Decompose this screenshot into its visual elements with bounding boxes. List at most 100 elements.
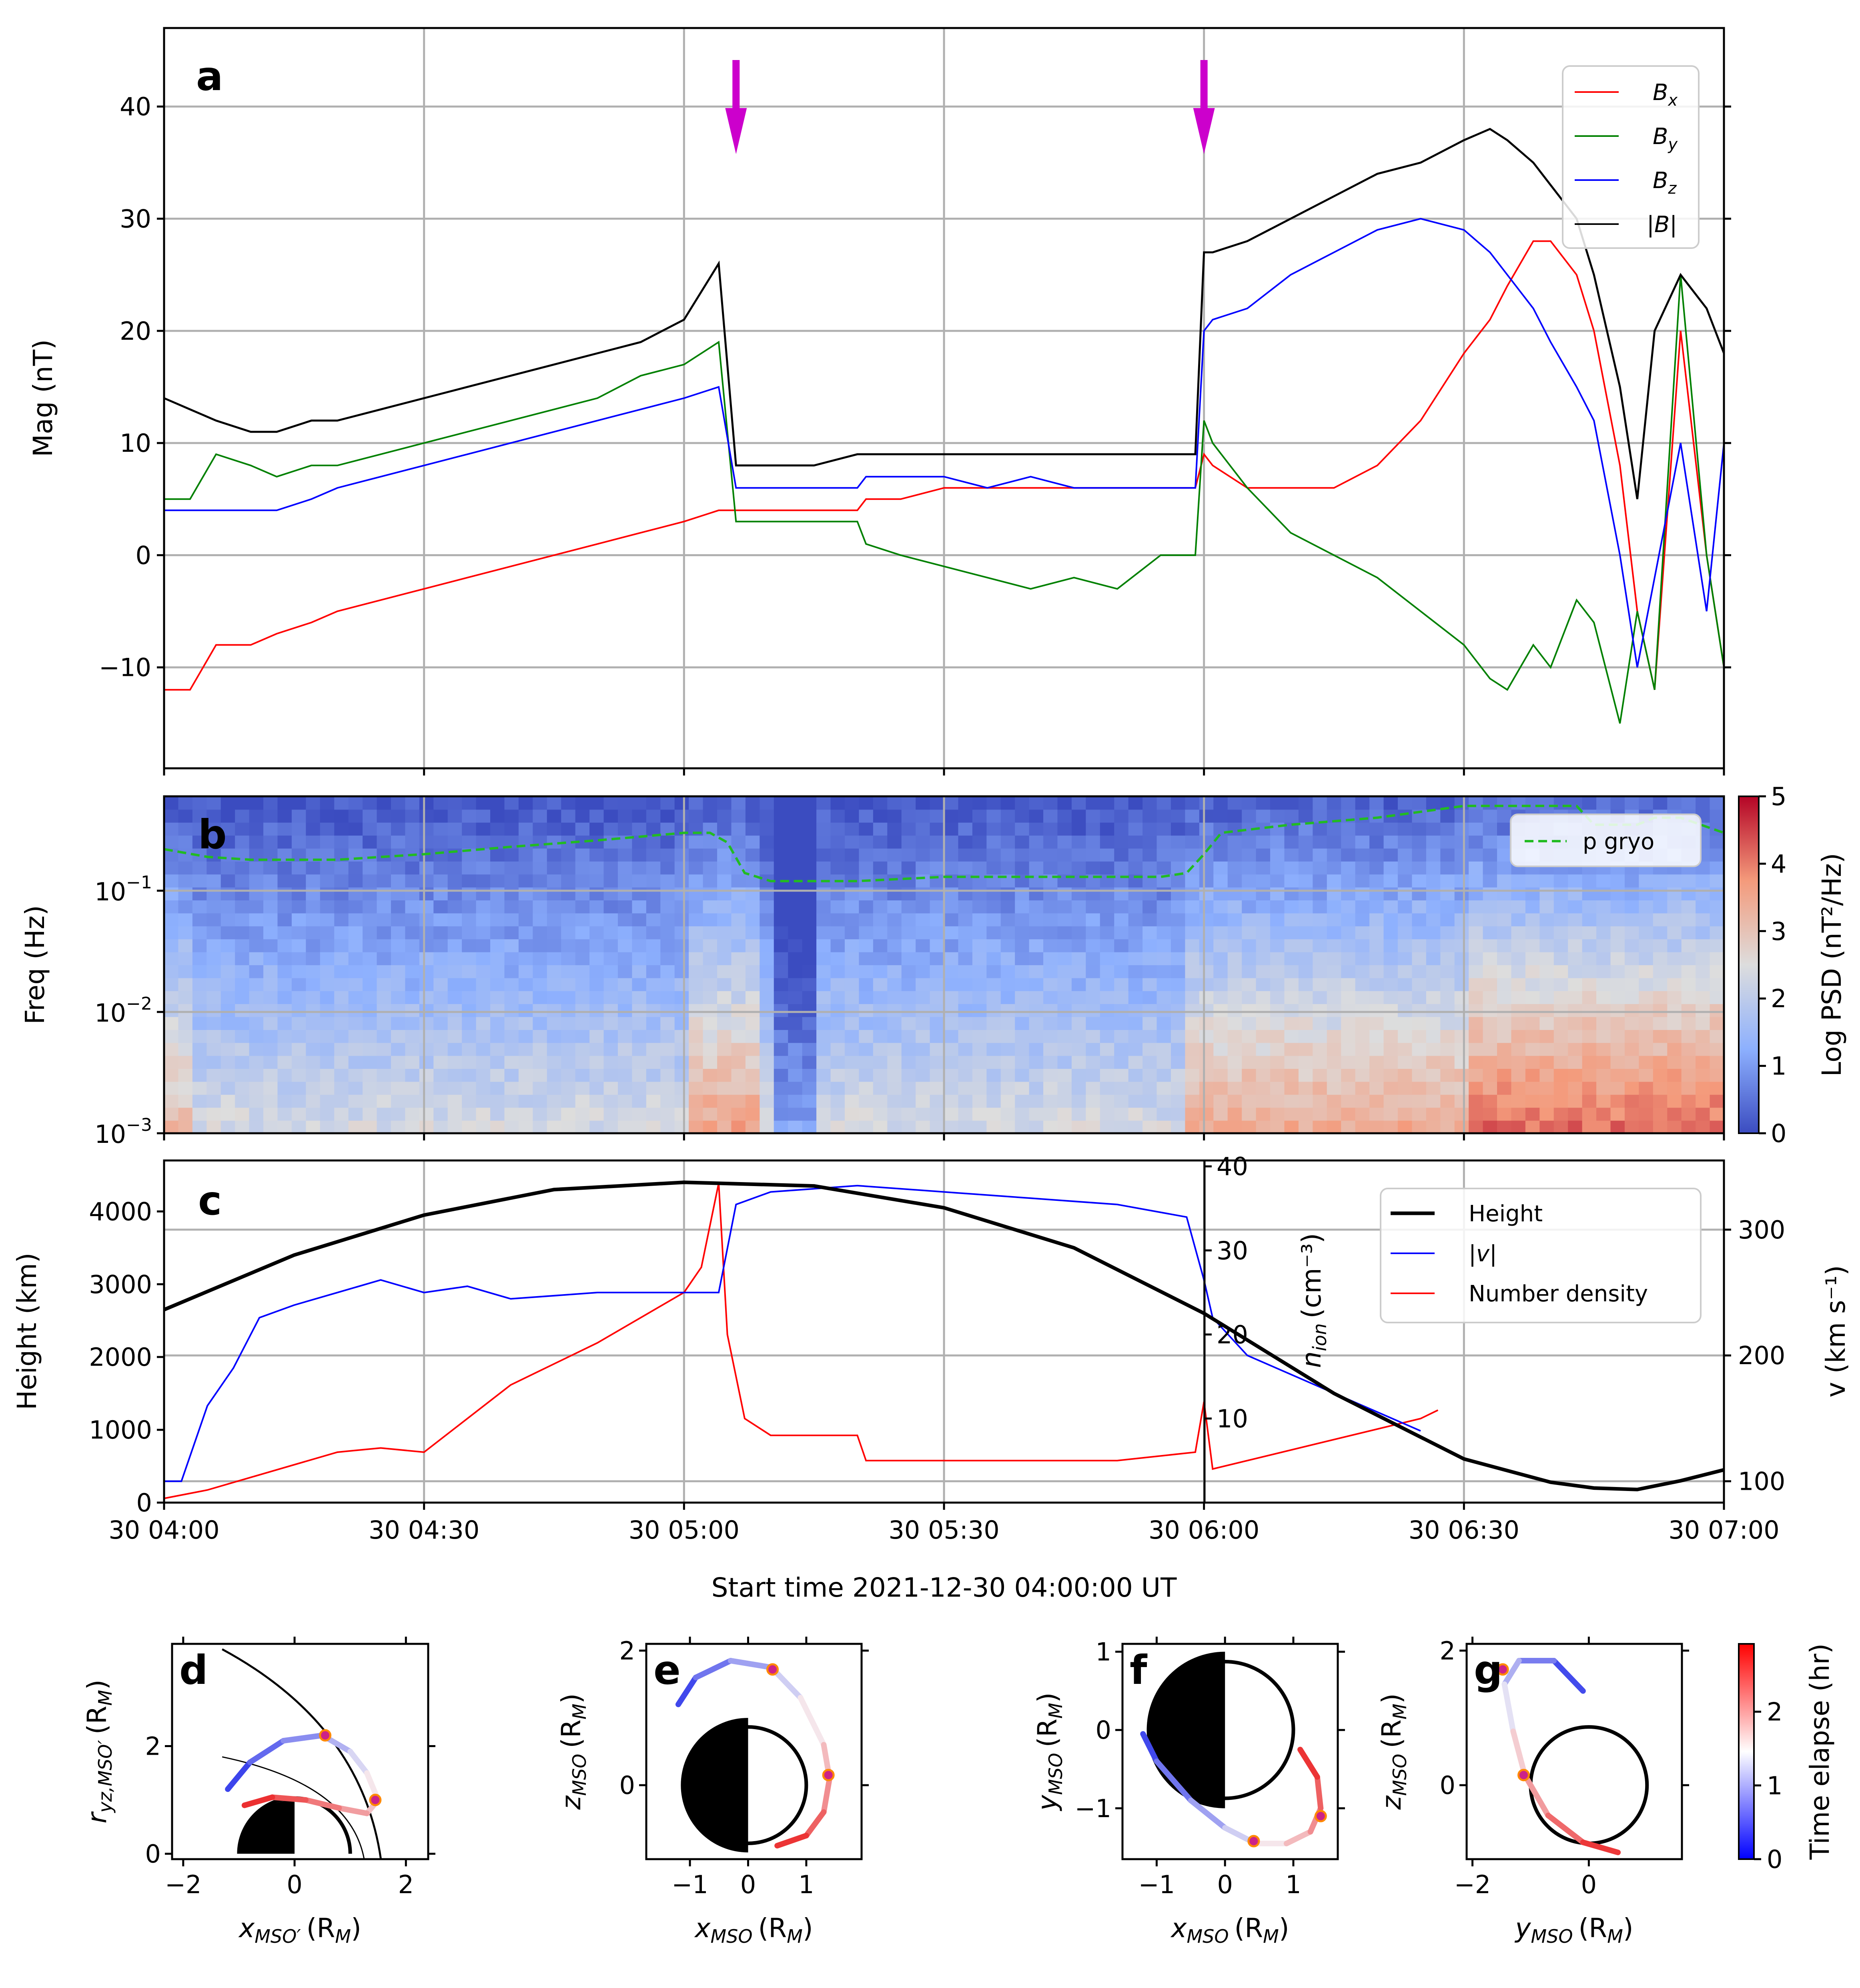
psd-cell (1086, 809, 1100, 823)
psd-cell (1696, 1094, 1710, 1108)
psd-cell (589, 1004, 604, 1017)
psd-cell (674, 1004, 689, 1017)
psd-cell (1086, 965, 1100, 978)
psd-cell (1142, 978, 1157, 991)
psd-cell (1369, 952, 1384, 965)
psd-cell (433, 1029, 448, 1043)
psd-cell (816, 900, 831, 914)
psd-cell (1199, 913, 1214, 926)
psd-cell (320, 965, 335, 978)
psd-cell (235, 952, 250, 965)
psd-cell (1440, 990, 1455, 1004)
psd-cell (1015, 1055, 1030, 1069)
panel-f-label: f (1130, 1647, 1148, 1693)
psd-cell (873, 978, 888, 991)
psd-cell (391, 952, 406, 965)
psd-cell (490, 913, 505, 926)
psd-cell (603, 978, 618, 991)
psd-cell (1327, 874, 1342, 888)
psd-cell (1270, 1042, 1285, 1056)
psd-cell (192, 952, 207, 965)
psd-cell (405, 1120, 420, 1134)
psd-cell (731, 1094, 746, 1108)
psd-cell (348, 1107, 363, 1121)
psd-cell (1000, 848, 1016, 862)
psd-cell (887, 965, 902, 978)
psd-cell (1029, 1068, 1044, 1082)
psd-cell (249, 939, 264, 952)
psd-cell (972, 1107, 987, 1121)
psd-cell (348, 1120, 363, 1134)
psd-cell (1015, 1042, 1030, 1056)
psd-cell (1696, 939, 1710, 952)
psd-cell (547, 926, 562, 940)
psd-cell (490, 835, 505, 849)
trajectory-segment (774, 1833, 809, 1849)
psd-cell (1341, 1120, 1356, 1134)
psd-cell (1511, 1107, 1526, 1121)
psd-cell (561, 809, 576, 823)
psd-cell (1624, 965, 1640, 978)
psd-cell (419, 861, 434, 875)
psd-cell (901, 1016, 916, 1030)
psd-cell (348, 822, 363, 836)
psd-cell (1242, 990, 1257, 1004)
psd-cell (1213, 1016, 1228, 1030)
trajectory-segment (1154, 1758, 1194, 1804)
psd-cell (1426, 990, 1441, 1004)
psd-cell (447, 796, 463, 810)
psd-cell (220, 1068, 236, 1082)
psd-cell (291, 809, 307, 823)
psd-cell (348, 965, 363, 978)
psd-cell (788, 809, 803, 823)
psd-cell (405, 1107, 420, 1121)
psd-cell (689, 1107, 704, 1121)
psd-cell (1355, 965, 1370, 978)
psd-cell (263, 900, 278, 914)
psd-cell (476, 990, 491, 1004)
psd-cell (717, 1094, 732, 1108)
psd-cell (490, 1120, 505, 1134)
psd-cell (1483, 913, 1498, 926)
psd-cell (731, 990, 746, 1004)
psd-cell (603, 848, 618, 862)
psd-cell (320, 1068, 335, 1082)
psd-cell (178, 1055, 193, 1069)
psd-cell (518, 796, 533, 810)
psd-cell (291, 887, 307, 901)
psd-cell (1270, 1068, 1285, 1082)
psd-cell (1412, 900, 1427, 914)
psd-cell (348, 1081, 363, 1095)
psd-cell (958, 861, 973, 875)
psd-cell (277, 1055, 292, 1069)
psd-cell (788, 796, 803, 810)
psd-cell (1582, 965, 1597, 978)
psd-cell (873, 1068, 888, 1082)
psd-cell (1667, 913, 1682, 926)
psd-cell (1653, 1016, 1668, 1030)
psd-cell (1086, 1120, 1100, 1134)
psd-cell (1568, 874, 1583, 888)
psd-cell (490, 1016, 505, 1030)
psd-cell (972, 835, 987, 849)
psd-cell (1213, 861, 1228, 875)
psd-cell (1185, 952, 1200, 965)
psd-cell (433, 1004, 448, 1017)
psd-cell (1057, 990, 1072, 1004)
psd-cell (1355, 952, 1370, 965)
psd-cell (859, 939, 874, 952)
psd-cell (533, 1068, 547, 1082)
psd-cell (1539, 1042, 1554, 1056)
density-tick-label: 10 (1217, 1404, 1248, 1433)
time-colorbar (1738, 1643, 1755, 1860)
event-marker (766, 1663, 779, 1676)
psd-cell (547, 1120, 562, 1134)
psd-cell (192, 913, 207, 926)
psd-cell (660, 874, 675, 888)
x-tick-label: 30 04:00 (108, 1515, 219, 1545)
psd-cell (1610, 978, 1625, 991)
psd-cell (433, 1016, 448, 1030)
psd-cell (1469, 835, 1483, 849)
psd-cell (689, 900, 704, 914)
psd-cell (1100, 848, 1115, 862)
